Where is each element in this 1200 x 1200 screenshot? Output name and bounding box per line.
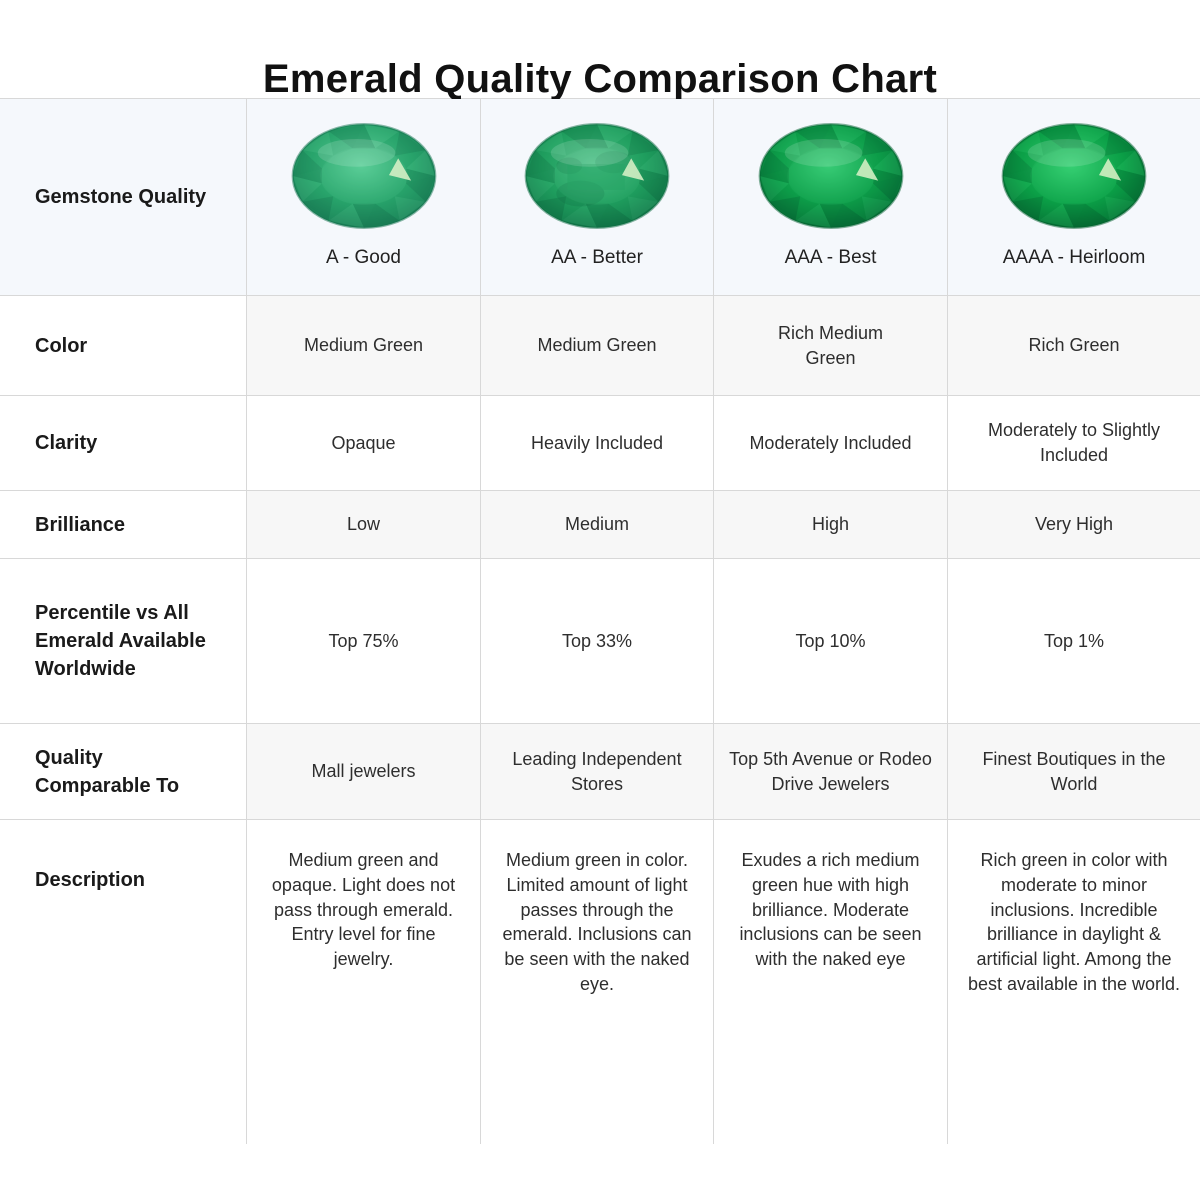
row-label-clarity: Clarity <box>0 396 246 491</box>
table-row-quality-comparable: Quality Comparable To Mall jewelers Lead… <box>0 724 1200 820</box>
clarity-aaaa-heirloom: Moderately to Slightly Included <box>947 396 1200 491</box>
brilliance-aaaa-heirloom: Very High <box>947 491 1200 559</box>
brilliance-aaa-best: High <box>713 491 947 559</box>
comparable-aaaa-heirloom: Finest Boutiques in the World <box>947 724 1200 820</box>
row-label-percentile: Percentile vs All Emerald Available Worl… <box>0 559 246 724</box>
emerald-aaa-best-image <box>757 120 905 232</box>
table-row-description: Description Medium green and opaque. Lig… <box>0 820 1200 1144</box>
emerald-quality-table: Gemstone Quality A - Good <box>0 98 1200 1144</box>
clarity-a-good: Opaque <box>246 396 480 491</box>
grade-label-aa-better: AA - Better <box>551 247 643 269</box>
comparable-a-good: Mall jewelers <box>246 724 480 820</box>
description-aaaa-heirloom: Rich green in color with moderate to min… <box>947 820 1200 1144</box>
description-a-good: Medium green and opaque. Light does not … <box>246 820 480 1144</box>
page-title: Emerald Quality Comparison Chart <box>262 57 938 101</box>
grade-label-aaaa-heirloom: AAAA - Heirloom <box>1002 247 1146 269</box>
row-label-description: Description <box>0 820 246 1144</box>
grade-label-a-good: A - Good <box>326 247 401 269</box>
row-label-quality-comparable: Quality Comparable To <box>0 724 246 820</box>
color-aaaa-heirloom: Rich Green <box>947 296 1200 396</box>
description-aa-better: Medium green in color. Limited amount of… <box>480 820 713 1144</box>
comparable-aaa-best: Top 5th Avenue or Rodeo Drive Jewelers <box>713 724 947 820</box>
emerald-a-good-image <box>290 120 438 232</box>
percentile-aaa-best: Top 10% <box>713 559 947 724</box>
corner-label-gemstone-quality: Gemstone Quality <box>0 99 246 296</box>
grade-column-aaa-best: AAA - Best <box>713 99 947 296</box>
brilliance-aa-better: Medium <box>480 491 713 559</box>
table-row-brilliance: Brilliance Low Medium High Very High <box>0 491 1200 559</box>
description-aaa-best: Exudes a rich medium green hue with high… <box>713 820 947 1144</box>
brilliance-a-good: Low <box>246 491 480 559</box>
row-label-brilliance: Brilliance <box>0 491 246 559</box>
table-row-percentile: Percentile vs All Emerald Available Worl… <box>0 559 1200 724</box>
row-label-color: Color <box>0 296 246 396</box>
grade-column-a-good: A - Good <box>246 99 480 296</box>
comparable-aa-better: Leading Independent Stores <box>480 724 713 820</box>
color-aaa-best: Rich Medium Green <box>713 296 947 396</box>
grade-label-aaa-best: AAA - Best <box>784 247 877 269</box>
color-aa-better: Medium Green <box>480 296 713 396</box>
percentile-aa-better: Top 33% <box>480 559 713 724</box>
clarity-aa-better: Heavily Included <box>480 396 713 491</box>
emerald-aa-better-image <box>523 120 671 232</box>
color-a-good: Medium Green <box>246 296 480 396</box>
percentile-a-good: Top 75% <box>246 559 480 724</box>
table-row-clarity: Clarity Opaque Heavily Included Moderate… <box>0 396 1200 491</box>
clarity-aaa-best: Moderately Included <box>713 396 947 491</box>
emerald-aaaa-heirloom-image <box>1000 120 1148 232</box>
percentile-aaaa-heirloom: Top 1% <box>947 559 1200 724</box>
table-row-color: Color Medium Green Medium Green Rich Med… <box>0 296 1200 396</box>
grade-column-aaaa-heirloom: AAAA - Heirloom <box>947 99 1200 296</box>
grade-column-aa-better: AA - Better <box>480 99 713 296</box>
table-header-row: Gemstone Quality A - Good <box>0 99 1200 296</box>
